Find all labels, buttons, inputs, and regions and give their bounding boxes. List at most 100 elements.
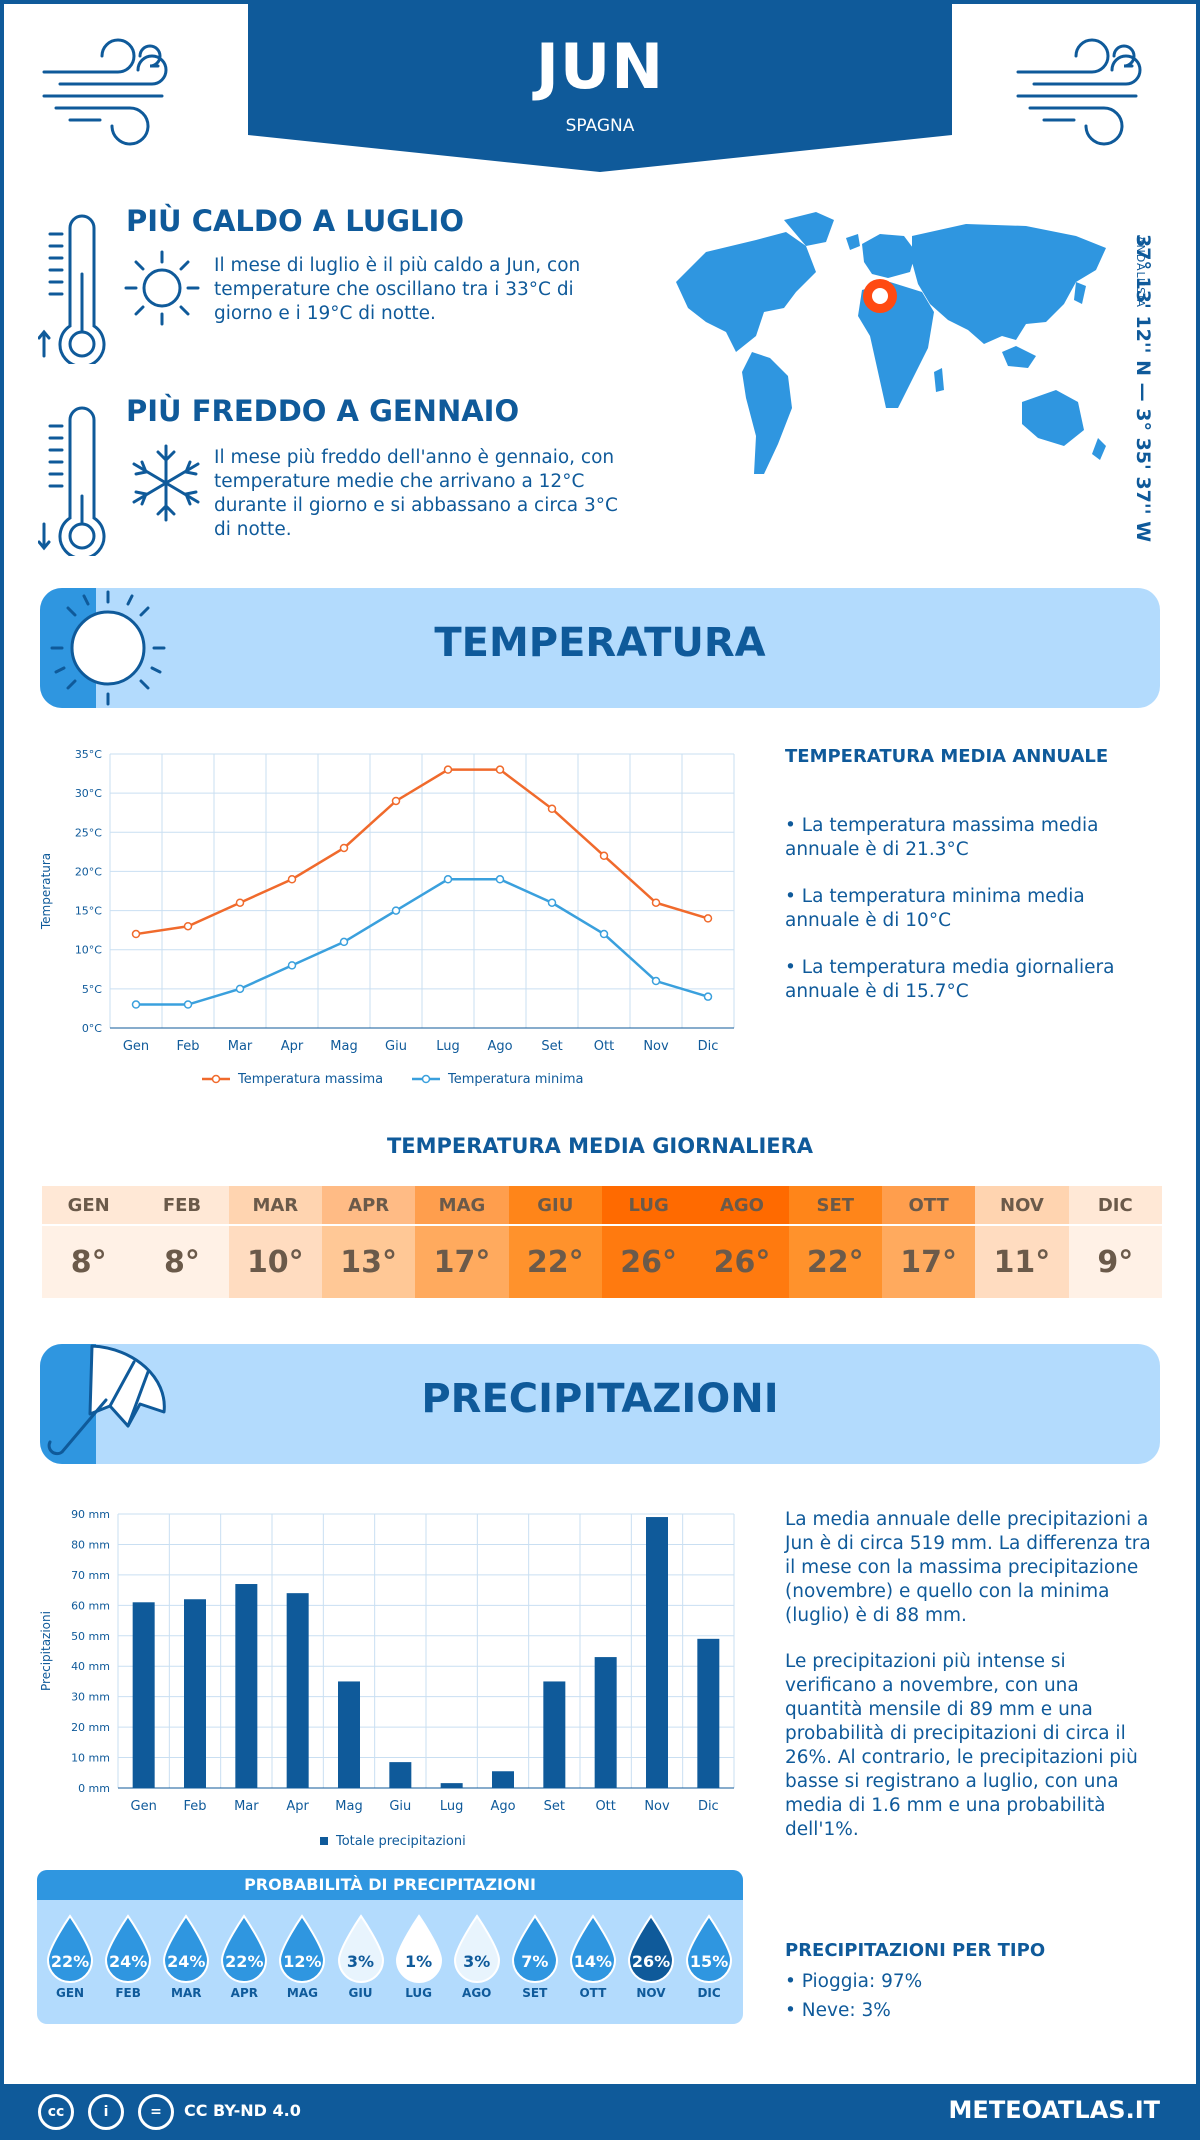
probability-value: 3% (346, 1952, 375, 1971)
probability-value: 26% (631, 1952, 671, 1971)
probability-item: 24% MAR (157, 1914, 215, 2000)
raindrop-icon: 15% (684, 1914, 734, 1984)
x-tick-label: Gen (123, 1039, 149, 1054)
country-name: SPAGNA (565, 116, 635, 136)
probability-item: 1% LUG (390, 1914, 448, 2000)
data-point (651, 898, 661, 907)
probability-item: 3% AGO (448, 1914, 506, 2000)
daily-temp-cell: OTT 17° (881, 1186, 976, 1298)
series-line (135, 768, 709, 936)
raindrop-icon: 24% (103, 1914, 153, 1984)
probability-value: 7% (521, 1952, 549, 1971)
x-tick-label: Dic (698, 1799, 719, 1814)
daily-temp-cell: SET 22° (788, 1186, 882, 1298)
raindrop-icon: 22% (45, 1914, 95, 1984)
license-text: CC BY-ND 4.0 (184, 2101, 301, 2120)
data-point (183, 1000, 193, 1009)
probability-value: 12% (283, 1952, 322, 1971)
wind-icon (1016, 38, 1142, 146)
raindrop-icon: 14% (568, 1914, 618, 1984)
precip-probability-title: PROBABILITÀ DI PRECIPITAZIONI (37, 1870, 743, 1900)
daily-temp-cell: GIU 22° (508, 1186, 602, 1298)
data-point (339, 843, 349, 853)
y-tick-label: 15°C (75, 905, 102, 918)
precip-bar (543, 1681, 566, 1788)
probability-item: 24% FEB (99, 1914, 157, 2000)
probability-month-label: LUG (405, 1986, 433, 2000)
x-tick-label: Mag (330, 1039, 357, 1054)
probability-month-label: SET (522, 1986, 548, 2000)
annual-temp-title: TEMPERATURA MEDIA ANNUALE (785, 746, 1109, 767)
precip-bar (594, 1657, 617, 1788)
daily-temp-cell: MAR 10° (228, 1186, 322, 1298)
thermometer-down-icon (38, 406, 106, 556)
header-banner (248, 4, 952, 172)
daily-temp-table: GEN 8° FEB 8° MAR 10° APR 13° MAG 17° GIU 22° LUG 26°… (42, 1186, 1162, 1298)
x-tick-label: Set (544, 1799, 565, 1814)
footer (0, 2084, 1200, 2140)
y-tick-label: 80 mm (71, 1538, 110, 1551)
daily-month-label: FEB (135, 1186, 229, 1226)
cc-icon: cc (38, 2094, 74, 2130)
legend-label: Temperatura minima (447, 1072, 584, 1087)
data-point (339, 937, 349, 947)
series-line (136, 878, 709, 1006)
data-point (391, 796, 401, 806)
daily-temp-value: 9° (1068, 1226, 1162, 1298)
y-tick-label: 20°C (75, 865, 102, 878)
coldest-text: Il mese più freddo dell'anno è gennaio, … (214, 447, 618, 540)
raindrop-icon: 26% (626, 1914, 676, 1984)
infographic-page: JUN SPAGNA PIÙ CALDO A LUGLIO Il mese di… (4, 4, 1196, 2084)
city-name: JUN (535, 30, 665, 103)
probability-value: 22% (50, 1952, 90, 1971)
probability-month-label: MAG (286, 1986, 318, 2000)
daily-month-label: APR (321, 1186, 416, 1226)
data-point (131, 1000, 141, 1009)
world-map (676, 212, 1106, 474)
precip-bar (286, 1593, 309, 1788)
legend-marker (211, 1074, 221, 1084)
raindrop-icon: 1% (394, 1914, 444, 1984)
probability-value: 14% (573, 1952, 613, 1971)
daily-temp-value: 13° (321, 1226, 416, 1298)
y-tick-label: 25°C (75, 826, 102, 839)
legend-marker (320, 1837, 328, 1845)
data-point (391, 906, 401, 915)
hottest-title: PIÙ CALDO A LUGLIO (126, 204, 464, 238)
daily-month-label: GEN (42, 1186, 136, 1226)
raindrop-icon: 12% (277, 1914, 327, 1984)
probability-item: 15% DIC (680, 1914, 738, 2000)
precip-probability-panel: PROBABILITÀ DI PRECIPITAZIONI 22% GEN 24% F… (37, 1870, 743, 2024)
daily-month-label: OTT (881, 1186, 976, 1226)
daily-temp-cell: AGO 26° (695, 1186, 789, 1298)
annual-temp-bullet: • La temperatura minima media annuale è … (785, 886, 1085, 931)
daily-month-label: GIU (508, 1186, 602, 1226)
x-tick-label: Feb (176, 1039, 199, 1054)
noderivs-icon: = (138, 2094, 174, 2130)
y-tick-label: 5°C (82, 983, 102, 996)
probability-value: 3% (463, 1952, 491, 1971)
daily-temp-value: 26° (601, 1226, 696, 1298)
probability-item: 3% GIU (331, 1914, 389, 2000)
brand-link[interactable]: METEOATLAS.IT (948, 2096, 1160, 2124)
probability-value: 15% (689, 1952, 729, 1971)
probability-item: 12% MAG (273, 1914, 331, 2000)
daily-month-label: AGO (695, 1186, 789, 1226)
daily-temp-cell: APR 13° (321, 1186, 416, 1298)
data-point (651, 976, 661, 986)
probability-month-label: NOV (636, 1986, 666, 2000)
daily-temp-cell: GEN 8° (42, 1186, 136, 1298)
annual-temp-bullet: • La temperatura massima media annuale è… (785, 815, 1099, 860)
x-tick-label: Ott (595, 1799, 615, 1814)
x-tick-label: Mar (234, 1799, 259, 1814)
x-tick-label: Lug (440, 1799, 464, 1814)
daily-temp-value: 22° (788, 1226, 882, 1298)
y-tick-label: 70 mm (71, 1569, 110, 1582)
attribution-icon: i (88, 2094, 124, 2130)
temperature-section-bar: TEMPERATURA (40, 588, 1160, 708)
precip-bar (338, 1681, 360, 1788)
precip-type-rain: • Pioggia: 97% (785, 1971, 923, 1992)
daily-temp-cell: LUG 26° (601, 1186, 696, 1298)
precip-bar (492, 1771, 514, 1788)
y-tick-label: 90 mm (71, 1508, 110, 1521)
